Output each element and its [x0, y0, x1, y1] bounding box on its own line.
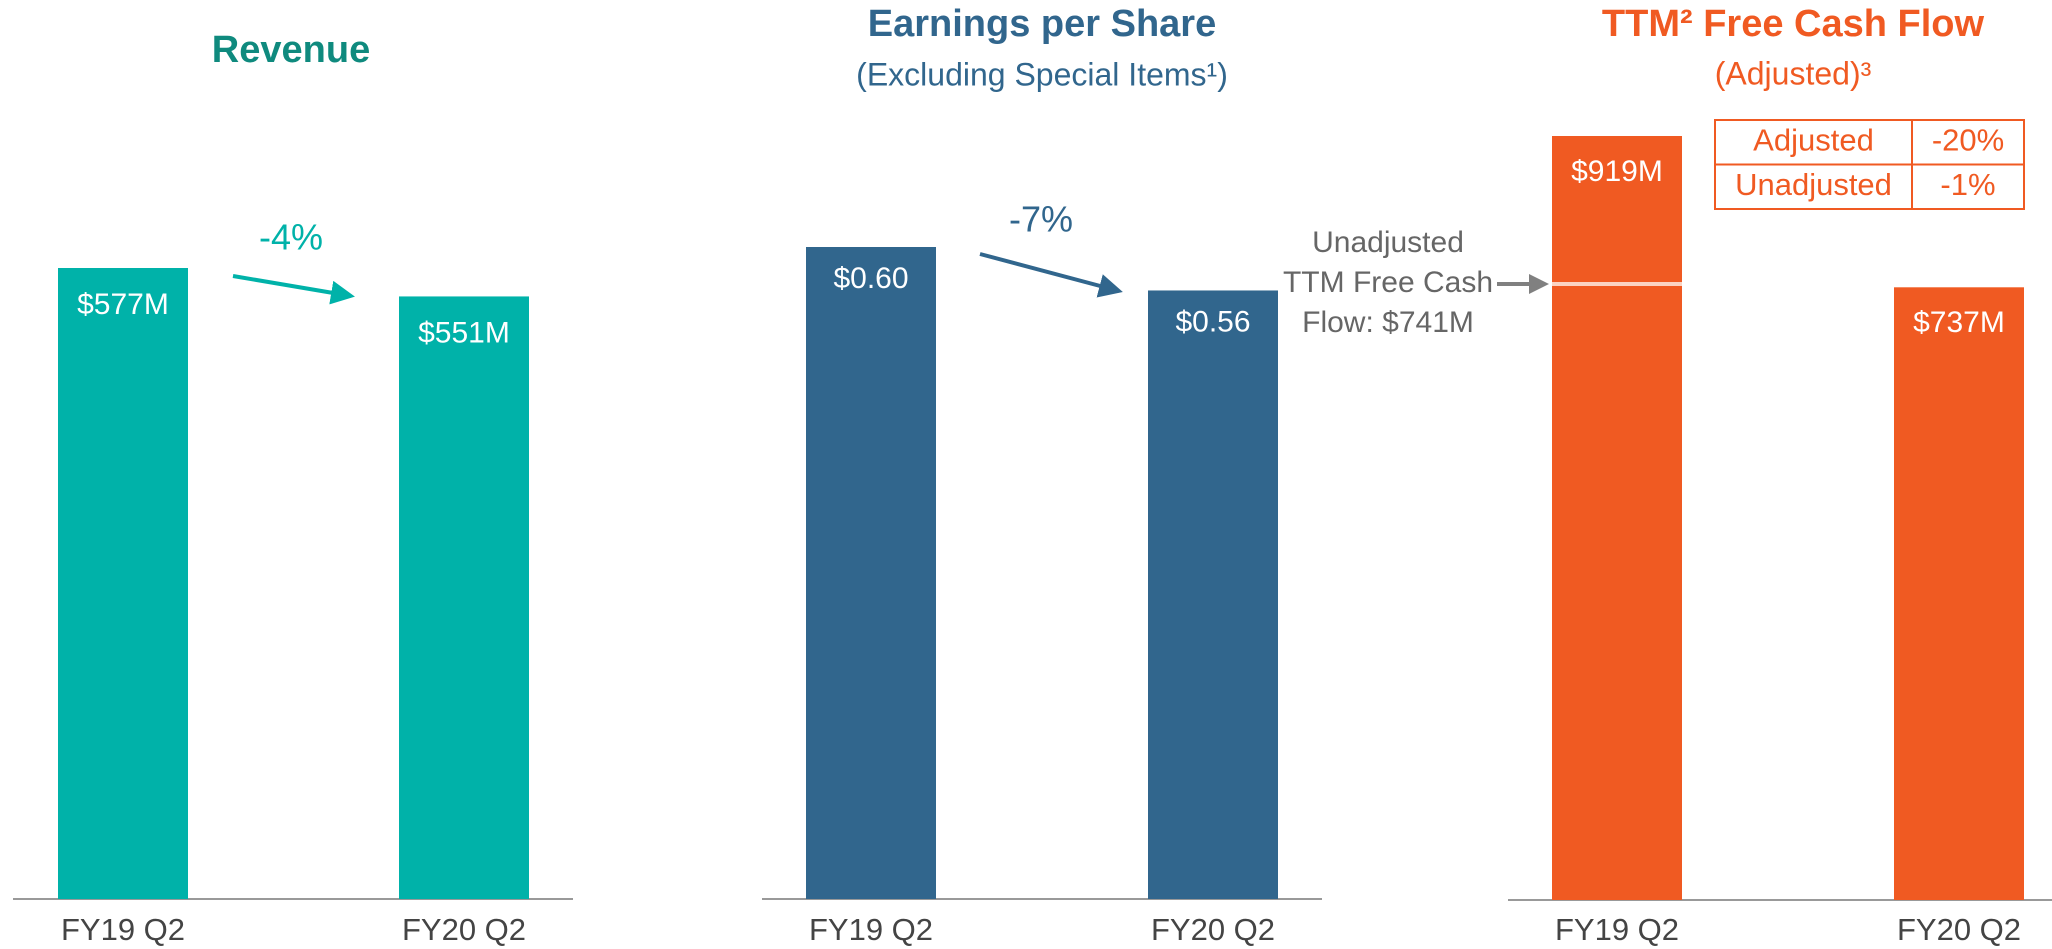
marker-label: Flow: $741M: [1302, 306, 1474, 339]
bar: [1552, 136, 1682, 900]
x-tick-label: FY19 Q2: [1555, 912, 1679, 947]
value-label: $919M: [1571, 155, 1663, 188]
chart-title: Earnings per Share: [868, 3, 1216, 45]
table-cell: -1%: [1940, 167, 1995, 202]
x-tick-label: FY20 Q2: [402, 912, 526, 947]
value-label: $737M: [1913, 306, 2005, 339]
value-label: $0.60: [833, 262, 908, 295]
change-label: -7%: [1009, 199, 1073, 240]
chart-subtitle: (Adjusted)³: [1715, 55, 1872, 91]
bar: [1148, 290, 1278, 899]
marker-label: Unadjusted: [1312, 226, 1464, 259]
x-tick-label: FY19 Q2: [61, 912, 185, 947]
change-arrow: [232, 274, 355, 305]
bar: [58, 268, 188, 899]
change-arrow: [979, 252, 1123, 298]
bar: [806, 247, 936, 899]
table-cell: Adjusted: [1753, 122, 1874, 157]
value-label: $577M: [77, 288, 169, 321]
change-label: -4%: [259, 217, 323, 258]
bar: [399, 296, 529, 899]
table-cell: Unadjusted: [1735, 167, 1892, 202]
bar: [1894, 287, 2024, 900]
chart-title: TTM² Free Cash Flow: [1602, 3, 1985, 45]
value-label: $0.56: [1175, 305, 1250, 338]
x-tick-label: FY20 Q2: [1151, 912, 1275, 947]
value-label: $551M: [418, 316, 510, 349]
chart-title: Revenue: [212, 29, 370, 71]
x-tick-label: FY20 Q2: [1897, 912, 2021, 947]
x-tick-label: FY19 Q2: [809, 912, 933, 947]
table-cell: -20%: [1932, 122, 2004, 157]
chart-subtitle: (Excluding Special Items¹): [856, 56, 1228, 92]
marker-label: TTM Free Cash: [1283, 266, 1493, 299]
